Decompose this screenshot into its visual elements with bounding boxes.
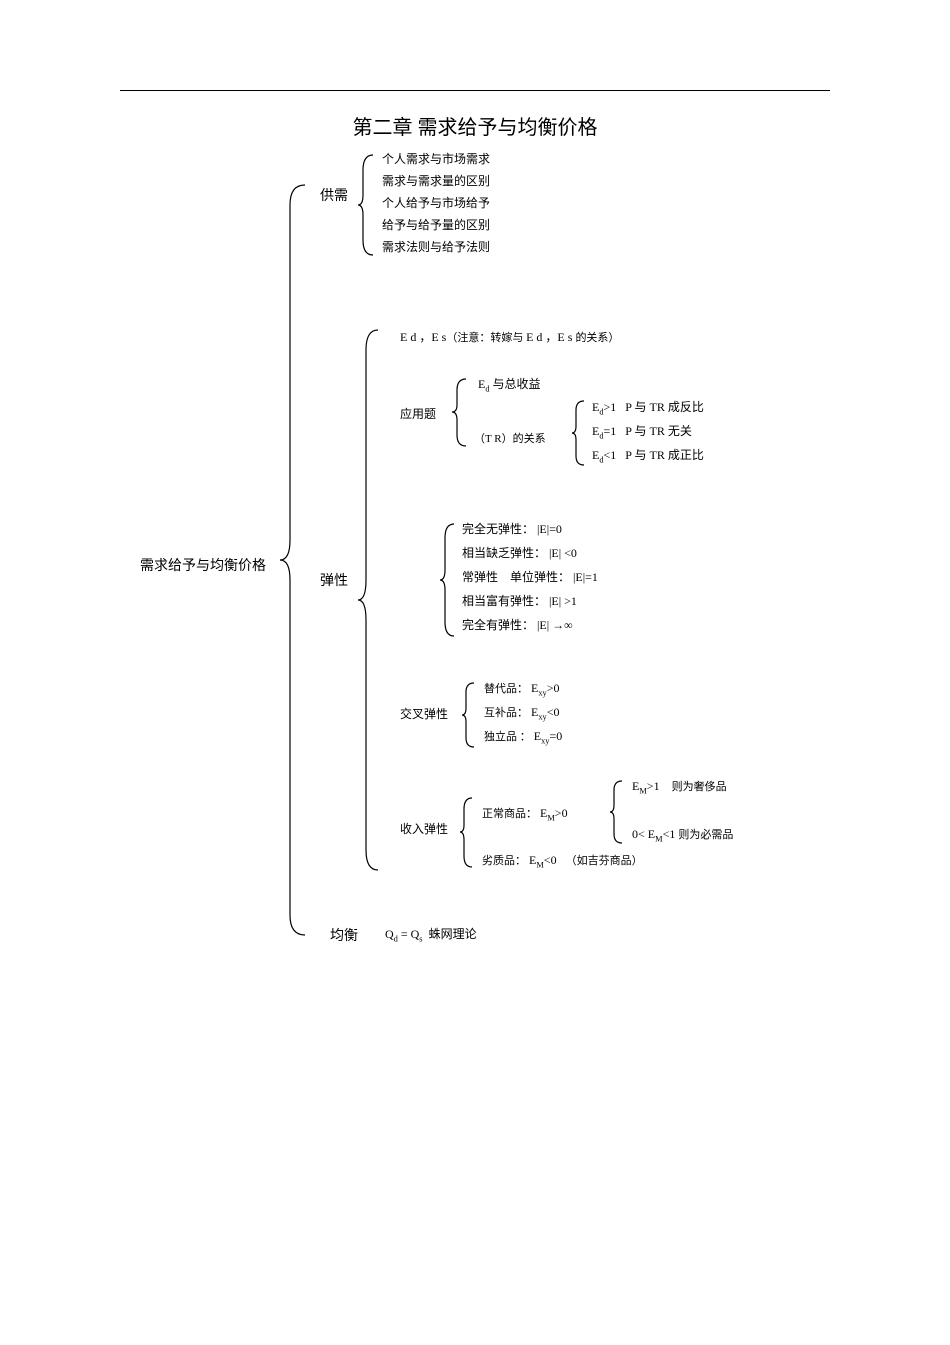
elasticity-label: 弹性 <box>320 570 348 590</box>
brace-income-normal <box>610 778 626 846</box>
brace-supply-demand <box>358 150 378 260</box>
sd-item-4: 需求法则与给予法则 <box>382 238 490 255</box>
cross-1: 互补品： Exy<0 <box>484 704 560 721</box>
type-3: 相当富有弹性： |E| >1 <box>462 592 577 609</box>
brace-tr <box>572 398 588 468</box>
type-2: 常弹性 单位弹性： |E|=1 <box>462 568 598 585</box>
type-4: 完全有弹性： |E| →∞ <box>462 616 573 633</box>
sd-item-1: 需求与需求量的区别 <box>382 172 490 189</box>
chapter-title: 第二章 需求给予与均衡价格 <box>0 111 950 140</box>
tr-case-0: Ed>1 P 与 TR 成反比 <box>592 398 704 416</box>
sd-item-3: 给予与给予量的区别 <box>382 216 490 233</box>
brace-elasticity <box>358 325 383 875</box>
brace-types <box>440 520 458 640</box>
income-normal-1: 0< EM<1 则为必需品 <box>632 826 733 843</box>
brace-application <box>452 375 470 450</box>
income-normal-0: EM>1 则为奢侈品 <box>632 778 727 795</box>
application-label: 应用题 <box>400 405 436 422</box>
outline-diagram: 需求给予与均衡价格 供需 个人需求与市场需求 需求与需求量的区别 个人给予与市场… <box>0 150 950 970</box>
brace-root <box>280 180 310 940</box>
tr-relation: （T R）的关系 <box>474 430 546 446</box>
tr-case-1: Ed=1 P 与 TR 无关 <box>592 422 692 440</box>
cross-label: 交叉弹性 <box>400 705 448 722</box>
root-label: 需求给予与均衡价格 <box>140 555 266 575</box>
ed-es-note: E d ，E s（注意：转嫁与 E d ，E s 的关系） <box>400 328 619 345</box>
tr-case-2: Ed<1 P 与 TR 成正比 <box>592 446 704 464</box>
equilibrium-label: 均衡 <box>330 925 358 945</box>
ed-total-rev: Ed 与总收益 <box>478 375 541 393</box>
sd-item-2: 个人给予与市场给予 <box>382 194 490 211</box>
type-0: 完全无弹性： |E|=0 <box>462 520 562 537</box>
supply-demand-label: 供需 <box>320 185 348 205</box>
type-1: 相当缺乏弹性： |E| <0 <box>462 544 577 561</box>
income-normal: 正常商品： EM>0 <box>482 805 568 822</box>
cross-0: 替代品： Exy>0 <box>484 680 560 697</box>
cross-2: 独立品 ： Exy=0 <box>484 728 562 745</box>
equilibrium-text: Qd = Qs 蛛网理论 <box>385 925 477 943</box>
brace-cross <box>462 680 478 750</box>
document-page: 第二章 需求给予与均衡价格 需求给予与均衡价格 供需 个人需求与市场需求 需求与… <box>0 0 950 970</box>
top-rule <box>120 90 830 91</box>
sd-item-0: 个人需求与市场需求 <box>382 150 490 167</box>
income-label: 收入弹性 <box>400 820 448 837</box>
brace-income <box>460 795 476 870</box>
income-inferior: 劣质品： EM<0 （如吉芬商品） <box>482 852 643 869</box>
